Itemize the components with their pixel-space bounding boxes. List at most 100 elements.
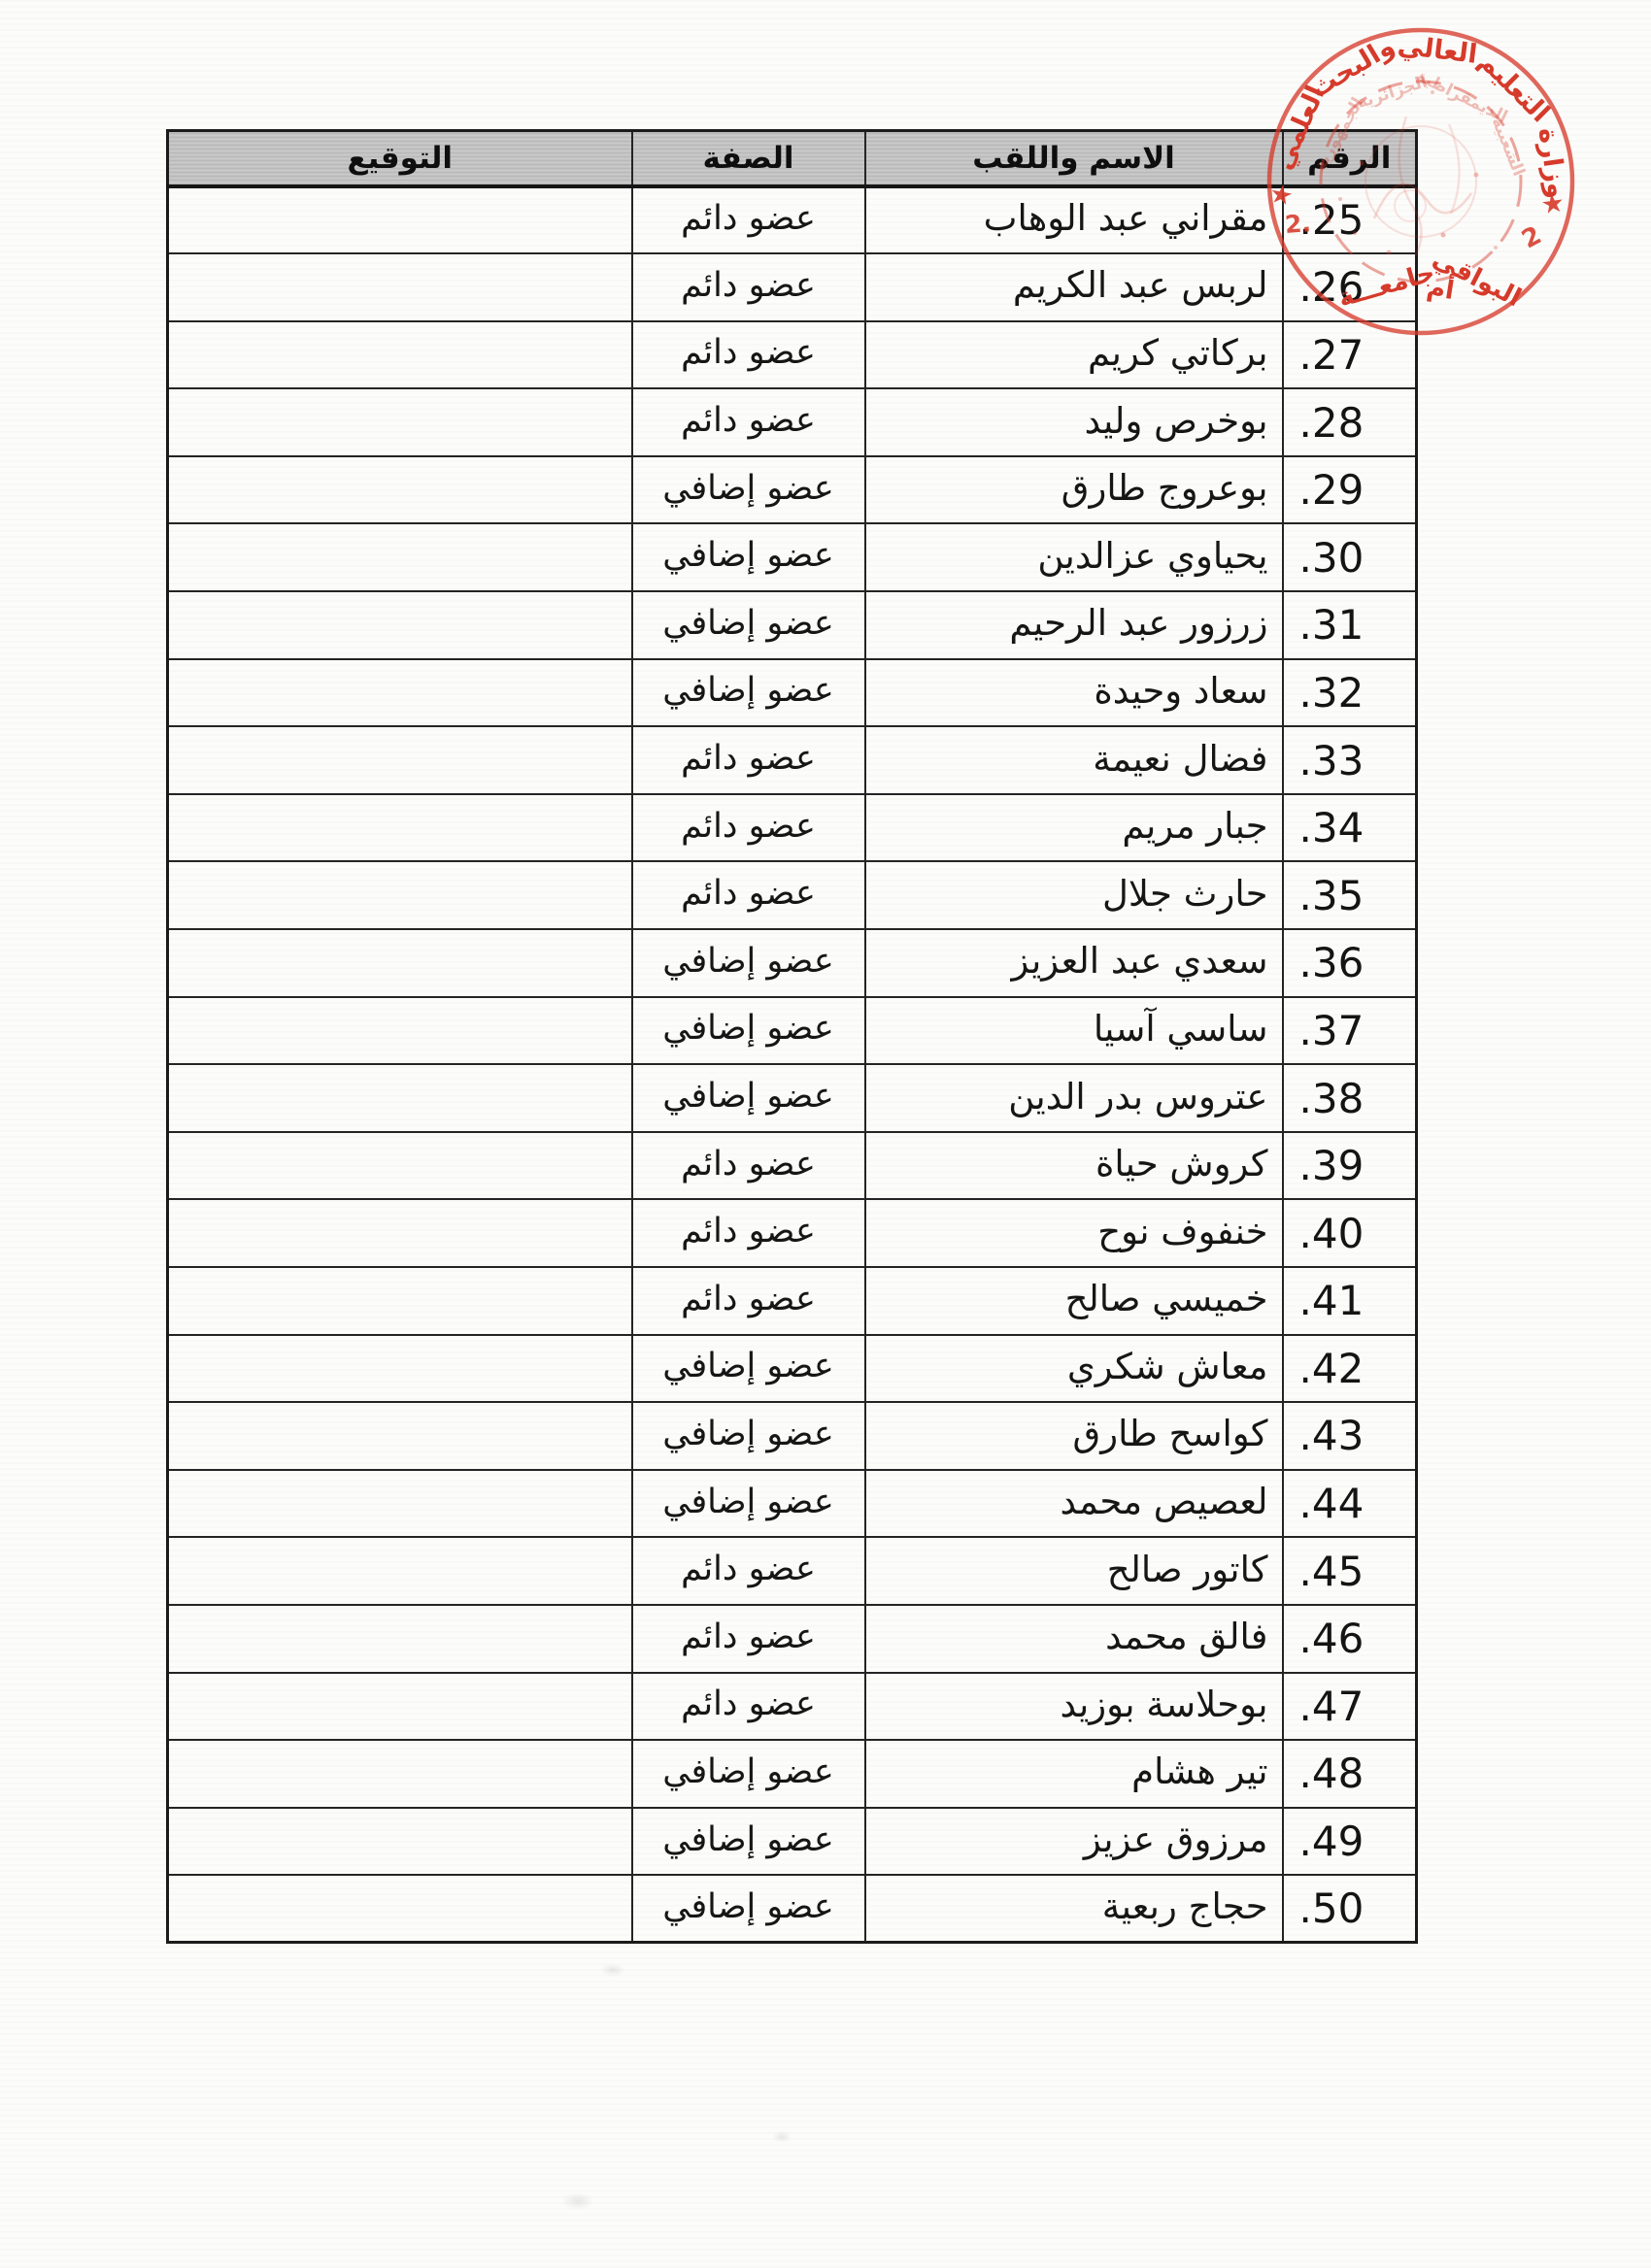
signature-cell: [166, 1401, 633, 1471]
table-row: 46. فالق محمد عضو دائم: [166, 1603, 1418, 1674]
member-role: عضو إضافي: [630, 454, 866, 525]
signature-cell: [166, 1806, 633, 1877]
member-name: معاش شكري: [863, 1333, 1284, 1404]
stamp-number-right: 2: [1517, 220, 1546, 254]
signature-cell: [166, 387, 633, 457]
table-row: 25. مقراني عبد الوهاب عضو دائم: [166, 184, 1418, 255]
signature-cell: [166, 995, 633, 1066]
member-name: مرزوق عزيز: [863, 1806, 1284, 1877]
signature-cell: [166, 1333, 633, 1404]
table-row: 40. خنفوف نوح عضو دائم: [166, 1198, 1418, 1268]
signature-cell: [166, 590, 633, 660]
member-role: عضو دائم: [630, 252, 866, 322]
member-name: سعاد وحيدة: [863, 657, 1284, 728]
member-name: جبار مريم: [863, 792, 1284, 863]
table-row: 48. تير هشام عضو إضافي: [166, 1739, 1418, 1809]
member-name: مقراني عبد الوهاب: [863, 184, 1284, 255]
signature-cell: [166, 1198, 633, 1268]
member-number: 26.: [1281, 252, 1418, 322]
signature-cell: [166, 1266, 633, 1336]
member-name: حجاج ربعية: [863, 1874, 1284, 1944]
member-role: عضو إضافي: [630, 522, 866, 593]
member-name: بركاتي كريم: [863, 319, 1284, 390]
member-number: 41.: [1281, 1266, 1418, 1336]
stamp-star-right: ★: [1533, 187, 1570, 221]
signature-cell: [166, 928, 633, 998]
member-number: 46.: [1281, 1603, 1418, 1674]
member-number: 25.: [1281, 184, 1418, 255]
scan-speck: [600, 1963, 625, 1977]
member-number: 48.: [1281, 1739, 1418, 1809]
col-header-name: الاسم واللقب: [863, 129, 1284, 188]
signature-cell: [166, 657, 633, 728]
stamp-emblem-squiggle: [1447, 123, 1461, 215]
member-role: عضو دائم: [630, 1671, 866, 1742]
table-row: 49. مرزوق عزيز عضو إضافي: [166, 1806, 1418, 1877]
member-role: عضو إضافي: [630, 1468, 866, 1539]
stamp-arc-word: العالي: [1396, 30, 1478, 70]
member-number: 35.: [1281, 860, 1418, 931]
signature-cell: [166, 252, 633, 322]
stamp-inner-word: الديمقراطية: [1413, 66, 1510, 127]
member-role: عضو إضافي: [630, 657, 866, 728]
header-row: الرقم الاسم واللقب الصفة التوقيع: [166, 129, 1418, 188]
table-row: 35. حارث جلال عضو دائم: [166, 860, 1418, 931]
member-role: عضو إضافي: [630, 1806, 866, 1877]
table-row: 37. ساسي آسيا عضو إضافي: [166, 995, 1418, 1066]
member-name: عتروس بدر الدين: [863, 1063, 1284, 1133]
col-header-number: الرقم: [1281, 129, 1418, 188]
stamp-arc-word: وزارة: [1533, 125, 1572, 200]
stamp-arc-word: والبحث: [1305, 31, 1400, 105]
member-number: 44.: [1281, 1468, 1418, 1539]
signature-cell: [166, 319, 633, 390]
member-number: 38.: [1281, 1063, 1418, 1133]
col-header-role: الصفة: [630, 129, 866, 188]
member-name: فضال نعيمة: [863, 725, 1284, 795]
table-row: 38. عتروس بدر الدين عضو إضافي: [166, 1063, 1418, 1133]
table-row: 47. بوحلاسة بوزيد عضو دائم: [166, 1671, 1418, 1742]
member-role: عضو دائم: [630, 1603, 866, 1674]
members-table: الرقم الاسم واللقب الصفة التوقيع 25. مقر…: [166, 129, 1418, 1945]
member-name: كروش حياة: [863, 1130, 1284, 1201]
scan-speck: [561, 2192, 594, 2210]
table-row: 30. يحياوي عزالدين عضو إضافي: [166, 522, 1418, 593]
member-number: 47.: [1281, 1671, 1418, 1742]
member-number: 37.: [1281, 995, 1418, 1066]
signature-cell: [166, 1671, 633, 1742]
member-role: عضو إضافي: [630, 928, 866, 998]
table-row: 33. فضال نعيمة عضو دائم: [166, 725, 1418, 795]
member-number: 34.: [1281, 792, 1418, 863]
member-number: 30.: [1281, 522, 1418, 593]
stamp-inner-word: الشعبية: [1488, 115, 1529, 179]
table-row: 50. حجاج ربعية عضو إضافي: [166, 1874, 1418, 1944]
member-name: زرزور عبد الرحيم: [863, 590, 1284, 660]
member-number: 31.: [1281, 590, 1418, 660]
member-name: سعدي عبد العزيز: [863, 928, 1284, 998]
member-role: عضو دائم: [630, 387, 866, 457]
member-name: ساسي آسيا: [863, 995, 1284, 1066]
table-body: 25. مقراني عبد الوهاب عضو دائم 26. لربس …: [166, 184, 1418, 1944]
signature-cell: [166, 1063, 633, 1133]
member-name: بوخرص وليد: [863, 387, 1284, 457]
member-number: 36.: [1281, 928, 1418, 998]
scan-speck: [772, 2131, 792, 2143]
stamp-inner-word: الجزائرية: [1355, 72, 1430, 113]
member-role: عضو دائم: [630, 1266, 866, 1336]
member-name: يحياوي عزالدين: [863, 522, 1284, 593]
member-role: عضو إضافي: [630, 1401, 866, 1471]
member-number: 27.: [1281, 319, 1418, 390]
table-row: 27. بركاتي كريم عضو دائم: [166, 319, 1418, 390]
table-row: 42. معاش شكري عضو إضافي: [166, 1333, 1418, 1404]
member-name: لعصيص محمد: [863, 1468, 1284, 1539]
stamp-arc-word: التعليم: [1473, 47, 1556, 129]
table-row: 31. زرزور عبد الرحيم عضو إضافي: [166, 590, 1418, 660]
member-role: عضو دائم: [630, 1536, 866, 1606]
member-name: لربس عبد الكريم: [863, 252, 1284, 322]
signature-cell: [166, 1468, 633, 1539]
signature-cell: [166, 1603, 633, 1674]
table-row: 41. خميسي صالح عضو دائم: [166, 1266, 1418, 1336]
col-header-signature: التوقيع: [166, 129, 633, 188]
member-role: عضو دائم: [630, 1198, 866, 1268]
member-role: عضو إضافي: [630, 995, 866, 1066]
